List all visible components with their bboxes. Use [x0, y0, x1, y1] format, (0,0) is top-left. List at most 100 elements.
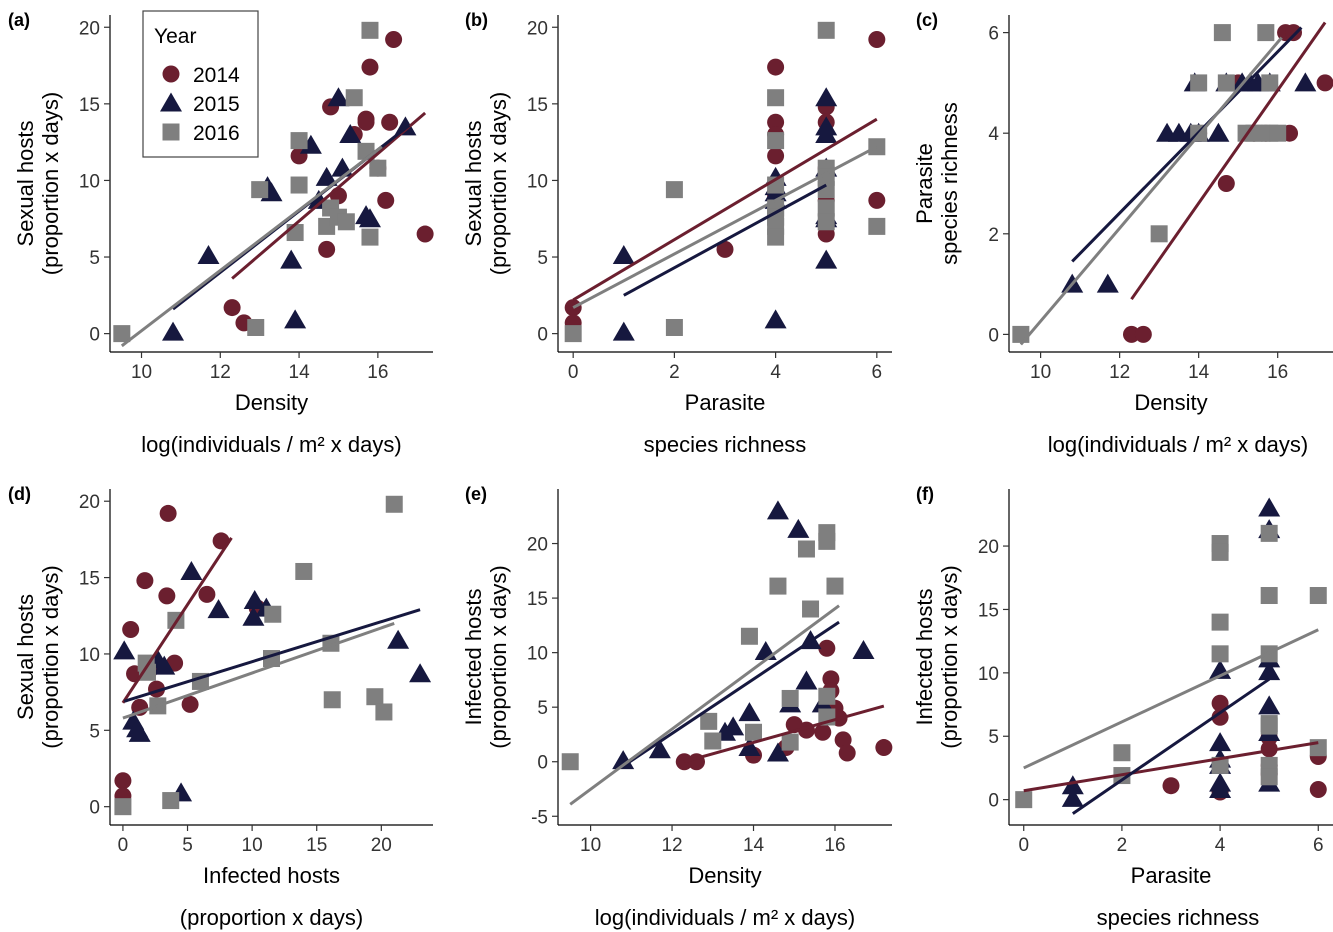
data-point-2015 — [339, 123, 362, 143]
y-tick-label: 0 — [537, 753, 548, 774]
data-point-2016 — [818, 687, 836, 705]
y-tick-label: 20 — [79, 18, 100, 39]
y-ticks: 0 2 4 6 — [988, 24, 1009, 346]
data-point-2014 — [716, 240, 734, 258]
data-point-2014 — [357, 113, 375, 131]
series-2015 — [1061, 497, 1281, 807]
x-ticks: 10 12 14 16 — [131, 352, 388, 383]
data-point-2016 — [817, 199, 835, 217]
series-2014 — [1162, 694, 1327, 801]
data-point-2014 — [767, 147, 785, 165]
data-point-2016 — [817, 21, 835, 39]
y-tick-label: 10 — [79, 171, 100, 192]
data-point-2014 — [1260, 740, 1278, 758]
y-tick-label: 15 — [79, 569, 100, 590]
data-point-2016 — [1260, 524, 1278, 542]
legend-key-2014 — [162, 65, 180, 83]
data-point-2014 — [818, 639, 836, 657]
panel-b: (b) 0 2 4 6 0 5 10 15 20 Parasite species richness S… — [461, 10, 892, 457]
x-axis-subtitle: (proportion x days) — [180, 905, 363, 930]
x-axis-title: Parasite — [1131, 863, 1212, 888]
data-point-2014 — [381, 113, 399, 131]
data-point-2015 — [315, 166, 338, 186]
data-point-2015 — [648, 739, 671, 759]
data-point-2014 — [868, 31, 886, 49]
data-point-2016 — [138, 663, 156, 681]
panel-c: (c) 10 12 14 16 0 2 4 6 Density log(individuals / … — [912, 10, 1333, 457]
data-point-2015 — [1258, 497, 1281, 517]
panel-tag: (e) — [465, 484, 487, 504]
data-point-2014 — [1284, 24, 1302, 42]
panel-tag: (f) — [916, 484, 934, 504]
data-point-2014 — [1122, 325, 1140, 343]
x-tick-label: 14 — [289, 362, 311, 383]
y-ticks: 0 5 10 15 20 — [79, 492, 110, 819]
y-tick-label: 15 — [79, 95, 100, 116]
data-point-2016 — [1211, 756, 1229, 774]
data-point-2016 — [1260, 768, 1278, 786]
data-point-2015 — [738, 702, 761, 722]
data-point-2016 — [781, 689, 799, 707]
data-point-2016 — [1015, 791, 1033, 809]
data-point-2014 — [1309, 780, 1327, 798]
x-tick-label: 10 — [1030, 362, 1051, 383]
data-point-2015 — [243, 589, 266, 609]
series-2014 — [223, 31, 434, 332]
data-point-2016 — [1269, 124, 1287, 142]
x-tick-label: 4 — [770, 362, 781, 383]
fit-line-2014 — [231, 111, 427, 280]
y-axis-title-line2: (proportion x days) — [38, 565, 63, 748]
data-point-2015 — [1258, 661, 1281, 681]
x-ticks: 0 2 4 6 — [568, 352, 882, 383]
data-point-2016 — [1150, 225, 1168, 243]
legend: Year 2014 2015 2016 — [142, 10, 259, 158]
x-tick-label: 0 — [1018, 835, 1029, 856]
y-tick-label: 5 — [89, 248, 100, 269]
data-point-2016 — [704, 732, 722, 750]
fit-line-2016 — [569, 604, 840, 806]
x-tick-label: 10 — [242, 835, 263, 856]
data-point-2016 — [781, 733, 799, 751]
series-2016 — [564, 21, 886, 343]
data-point-2016 — [162, 792, 180, 810]
panel-e: (e) 10 12 14 16 -5 0 5 10 15 20 Density log(individu… — [461, 484, 893, 930]
fit-line-2014 — [121, 537, 233, 704]
x-tick-label: 12 — [661, 835, 682, 856]
y-tick-label: 6 — [988, 24, 999, 45]
x-ticks: 0 2 4 6 — [1018, 825, 1324, 856]
fit-line-2014 — [572, 117, 878, 302]
y-axis-title: Sexual hosts — [13, 121, 38, 247]
data-point-2016 — [295, 562, 313, 580]
fit-line-2015 — [623, 183, 827, 297]
y-ticks: 0 5 10 15 20 — [79, 18, 110, 346]
data-point-2015 — [612, 244, 635, 264]
data-point-2016 — [369, 159, 387, 177]
data-point-2016 — [868, 217, 886, 235]
y-tick-label: 2 — [988, 225, 999, 246]
data-point-2016 — [264, 605, 282, 623]
data-point-2016 — [1190, 74, 1208, 92]
y-axis-title-line2: (proportion x days) — [937, 565, 962, 748]
x-axis-subtitle: log(individuals / m² x days) — [595, 905, 855, 930]
y-axis-title: Infected hosts — [461, 589, 486, 726]
x-axis-subtitle: log(individuals / m² x days) — [1048, 432, 1308, 457]
data-point-2016 — [767, 132, 785, 150]
y-axis-title-line2: (proportion x days) — [486, 565, 511, 748]
data-point-2015 — [1258, 695, 1281, 715]
x-tick-label: 0 — [568, 362, 579, 383]
data-point-2015 — [284, 309, 307, 329]
data-point-2016 — [665, 181, 683, 199]
fit-line-2016 — [1023, 628, 1319, 770]
data-point-2014 — [181, 695, 199, 713]
data-point-2016 — [113, 325, 131, 343]
y-axis-title: Sexual hosts — [13, 594, 38, 720]
x-tick-label: 10 — [131, 362, 152, 383]
data-point-2015 — [612, 750, 635, 770]
y-tick-label: 5 — [537, 248, 548, 269]
data-point-2014 — [223, 299, 241, 317]
data-point-2016 — [826, 577, 844, 595]
x-tick-label: 2 — [1117, 835, 1128, 856]
data-point-2016 — [561, 753, 579, 771]
data-point-2016 — [1211, 645, 1229, 663]
legend-title: Year — [154, 25, 196, 48]
